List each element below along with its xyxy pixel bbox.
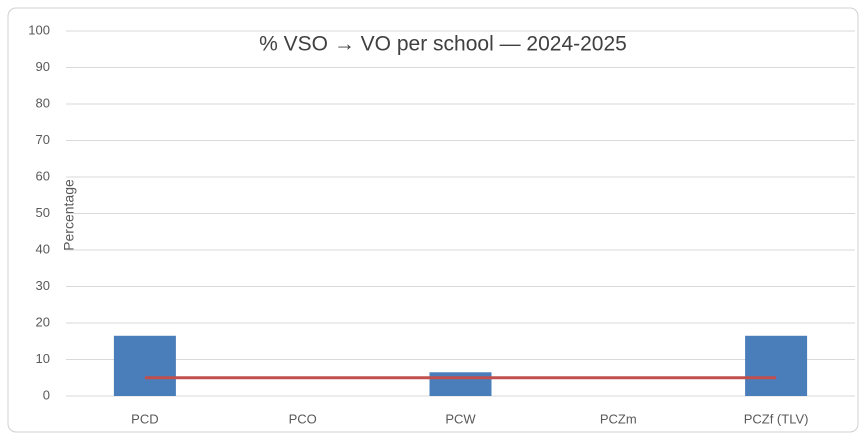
y-tick-label: 40 — [36, 241, 50, 256]
chart-border — [7, 7, 859, 433]
y-tick-label: 20 — [36, 314, 50, 329]
x-tick-label: PCO — [289, 411, 317, 426]
x-tick-label: PCZf (TLV) — [744, 411, 809, 426]
y-tick-label: 30 — [36, 278, 50, 293]
chart-title: % VSO → VO per school — 2024-2025 — [259, 33, 627, 56]
x-tick-label: PCD — [131, 411, 158, 426]
y-axis-label: Percentage — [61, 179, 77, 251]
y-tick-label: 0 — [43, 387, 50, 402]
x-tick-label: PCW — [445, 411, 476, 426]
y-tick-label: 60 — [36, 168, 50, 183]
x-tick-label: PCZm — [600, 411, 637, 426]
y-tick-label: 100 — [28, 22, 50, 37]
y-tick-label: 10 — [36, 351, 50, 366]
y-tick-label: 70 — [36, 132, 50, 147]
bar — [429, 372, 492, 396]
bar — [745, 335, 808, 396]
y-tick-label: 80 — [36, 95, 50, 110]
y-tick-label: 90 — [36, 59, 50, 74]
y-tick-label: 50 — [36, 205, 50, 220]
bar — [113, 335, 176, 396]
